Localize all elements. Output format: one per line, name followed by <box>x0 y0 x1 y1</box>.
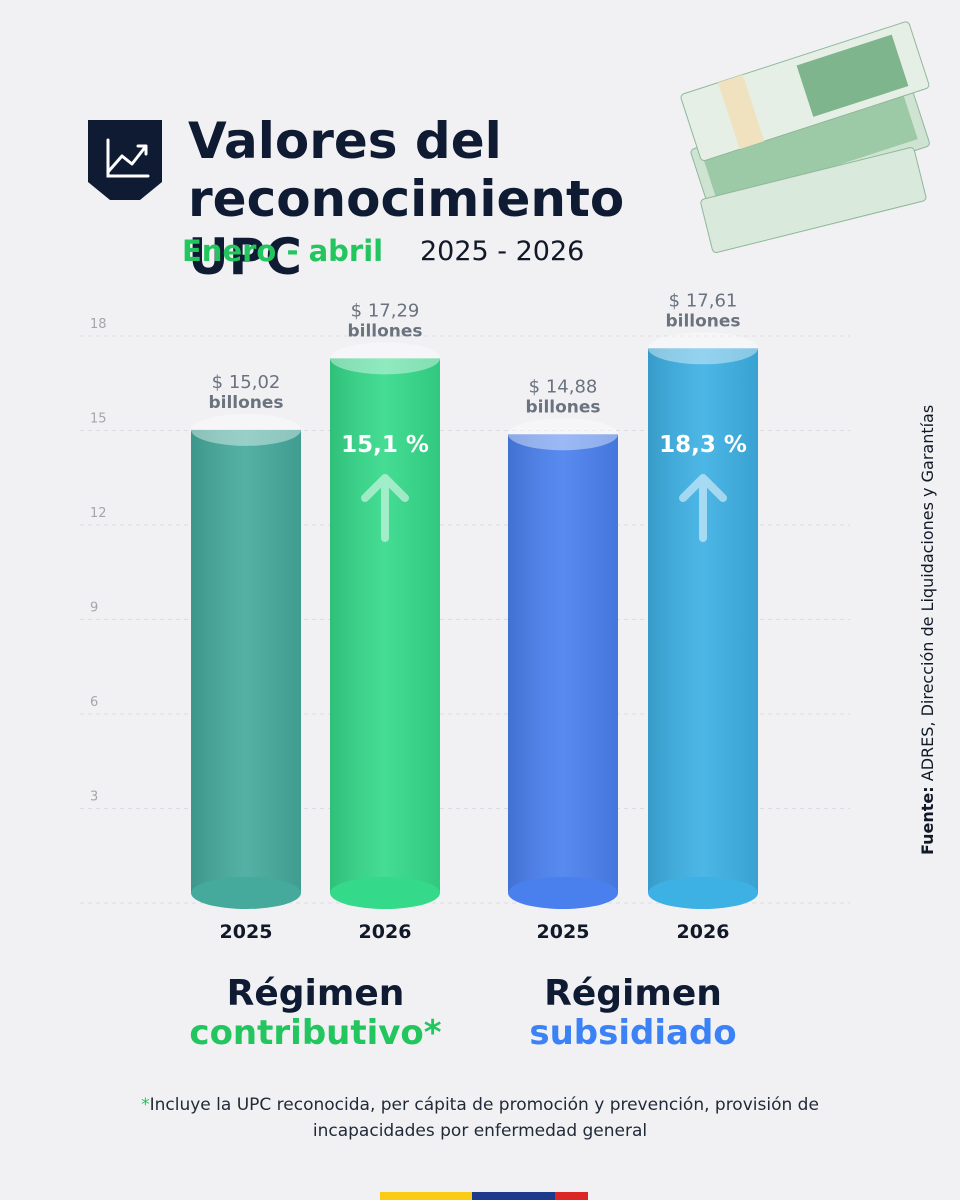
value-label: $ 14,88 <box>529 376 598 397</box>
change-label: 18,3 % <box>659 432 747 458</box>
change-arrow <box>679 474 727 542</box>
bar-cap <box>648 332 758 365</box>
bar-bottom <box>508 877 618 909</box>
flag-red <box>555 1192 588 1200</box>
group-subtitle: subsidiado <box>529 1013 736 1053</box>
y-tick-label: 12 <box>90 506 107 521</box>
change-label: 15,1 % <box>341 432 429 458</box>
x-tick-label: 2025 <box>220 921 273 943</box>
change-arrow <box>361 474 409 542</box>
group-subtitle: contributivo* <box>189 1013 441 1053</box>
bar-cap <box>191 413 301 446</box>
bar-cap <box>330 342 440 375</box>
value-unit: billones <box>525 397 600 417</box>
x-tick-label: 2025 <box>537 921 590 943</box>
bar-bottom <box>648 877 758 909</box>
footnote-text: Incluye la UPC reconocida, per cápita de… <box>149 1095 819 1141</box>
bar-bottom <box>191 877 301 909</box>
bar-shade <box>330 358 440 893</box>
subtitle: Enero - abril <box>182 234 384 268</box>
source: Fuente: ADRES, Dirección de Liquidacione… <box>918 405 937 855</box>
value-unit: billones <box>665 311 740 331</box>
bar-shade <box>191 429 301 893</box>
footnote-mark: * <box>141 1095 150 1115</box>
value-label: $ 17,29 <box>351 300 420 321</box>
group-title: Régimen <box>227 973 405 1014</box>
bar-shade <box>508 434 618 893</box>
bar-cap <box>508 418 618 451</box>
value-unit: billones <box>208 393 283 413</box>
bar-shade <box>648 348 758 893</box>
x-tick-label: 2026 <box>359 921 412 943</box>
flag-blue <box>472 1192 555 1200</box>
y-tick-label: 15 <box>90 412 107 427</box>
group-title: Régimen <box>544 973 722 1014</box>
period: 2025 - 2026 <box>420 236 585 267</box>
value-unit: billones <box>347 321 422 341</box>
title: Valores del reconocimiento UPC <box>188 112 625 286</box>
value-label: $ 15,02 <box>212 372 281 393</box>
x-tick-label: 2026 <box>677 921 730 943</box>
value-label: $ 17,61 <box>669 290 738 311</box>
money-decoration <box>680 21 930 254</box>
footnote: *Incluye la UPC reconocida, per cápita d… <box>140 1092 820 1144</box>
y-tick-label: 3 <box>90 790 98 805</box>
source-label: Fuente: <box>918 786 937 855</box>
bar-bottom <box>330 877 440 909</box>
source-text: ADRES, Dirección de Liquidaciones y Gara… <box>918 404 937 782</box>
flag-yellow <box>380 1192 472 1200</box>
y-tick-label: 18 <box>90 317 107 332</box>
y-tick-label: 6 <box>90 695 98 710</box>
title-icon <box>88 120 162 200</box>
y-tick-label: 9 <box>90 601 98 616</box>
